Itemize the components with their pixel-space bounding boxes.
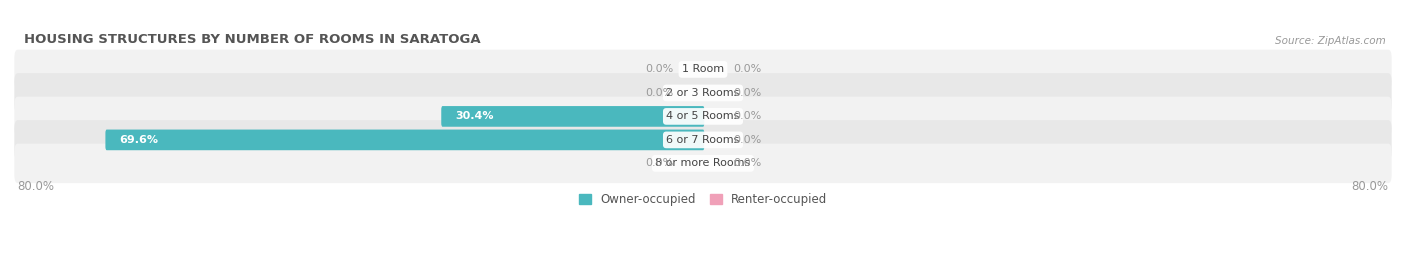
Text: 1 Room: 1 Room bbox=[682, 64, 724, 75]
Text: 0.0%: 0.0% bbox=[733, 111, 761, 121]
FancyBboxPatch shape bbox=[105, 130, 704, 150]
Text: 8 or more Rooms: 8 or more Rooms bbox=[655, 158, 751, 168]
Text: 6 or 7 Rooms: 6 or 7 Rooms bbox=[666, 135, 740, 145]
Text: 0.0%: 0.0% bbox=[733, 88, 761, 98]
Text: 0.0%: 0.0% bbox=[645, 88, 673, 98]
FancyBboxPatch shape bbox=[441, 106, 704, 127]
Text: 30.4%: 30.4% bbox=[456, 111, 494, 121]
Text: 0.0%: 0.0% bbox=[733, 135, 761, 145]
Text: 80.0%: 80.0% bbox=[1351, 180, 1388, 193]
FancyBboxPatch shape bbox=[14, 73, 1392, 113]
FancyBboxPatch shape bbox=[14, 50, 1392, 89]
Text: 0.0%: 0.0% bbox=[733, 158, 761, 168]
Text: 4 or 5 Rooms: 4 or 5 Rooms bbox=[666, 111, 740, 121]
FancyBboxPatch shape bbox=[14, 97, 1392, 136]
Text: 0.0%: 0.0% bbox=[645, 158, 673, 168]
FancyBboxPatch shape bbox=[14, 144, 1392, 183]
FancyBboxPatch shape bbox=[14, 120, 1392, 160]
Text: 2 or 3 Rooms: 2 or 3 Rooms bbox=[666, 88, 740, 98]
Text: Source: ZipAtlas.com: Source: ZipAtlas.com bbox=[1275, 36, 1386, 45]
Text: 80.0%: 80.0% bbox=[18, 180, 55, 193]
Text: 0.0%: 0.0% bbox=[733, 64, 761, 75]
Text: 69.6%: 69.6% bbox=[120, 135, 159, 145]
Text: 0.0%: 0.0% bbox=[645, 64, 673, 75]
Text: HOUSING STRUCTURES BY NUMBER OF ROOMS IN SARATOGA: HOUSING STRUCTURES BY NUMBER OF ROOMS IN… bbox=[24, 33, 481, 45]
Legend: Owner-occupied, Renter-occupied: Owner-occupied, Renter-occupied bbox=[574, 188, 832, 211]
